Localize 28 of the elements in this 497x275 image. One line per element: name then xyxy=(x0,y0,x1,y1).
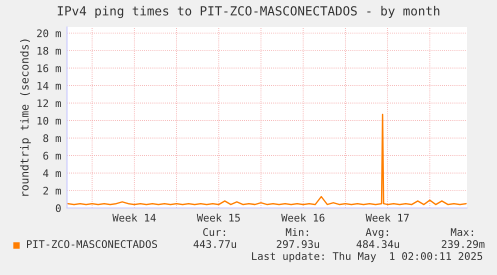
text: 443.77u xyxy=(194,240,236,248)
text: Max: xyxy=(450,228,474,236)
x-tick-label: Week 14 xyxy=(112,214,156,222)
legend-label: PIT-ZCO-MASCONECTADOS xyxy=(27,240,158,248)
y-tick-label: 16 m xyxy=(38,64,61,72)
chart-title: IPv4 ping times to PIT-ZCO-MASCONECTADOS - by month xyxy=(58,6,440,18)
y-tick-label: 14 m xyxy=(38,82,61,90)
y-tick-label: 12 m xyxy=(38,99,61,108)
x-tick-label: Week 15 xyxy=(196,214,240,222)
y-tick-label: 10 m xyxy=(38,116,61,125)
y-tick-label: 20 m xyxy=(37,29,61,38)
text: Cur: xyxy=(203,228,226,236)
text: Min: xyxy=(286,228,308,236)
y-tick-label: 4 m xyxy=(43,169,61,178)
y-tick-label: 8 m xyxy=(43,134,61,142)
y-tick-label: 18 m xyxy=(38,46,61,55)
y-tick-label: 6 m xyxy=(43,152,61,160)
y-tick-label: 2 m xyxy=(43,186,61,194)
text: Last update: Thu May 1 02:00:11 2025 xyxy=(252,252,482,262)
text: 297.93u xyxy=(276,240,320,248)
x-tick-label: Week 17 xyxy=(366,214,409,222)
y-tick-label: 0 xyxy=(56,204,61,212)
text: Avg: xyxy=(366,228,388,238)
line-series xyxy=(67,114,467,206)
text: 239.29m xyxy=(442,240,484,248)
y-axis-title: roundtrip time (seconds) xyxy=(20,40,31,196)
text: 484.34u xyxy=(356,240,400,248)
x-tick-label: Week 16 xyxy=(281,214,324,222)
